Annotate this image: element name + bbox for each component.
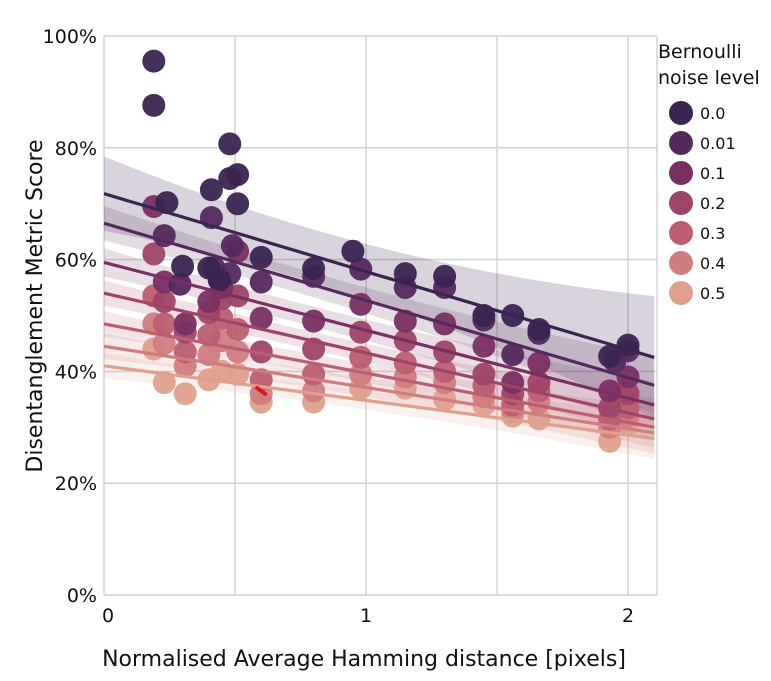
- fit-line-0.5: [103, 364, 655, 441]
- y-tick-label: 80%: [55, 138, 97, 160]
- legend-label-0.01: 0.01: [700, 134, 736, 153]
- point-0.0-14: [393, 262, 417, 286]
- x-tick-label: 2: [622, 605, 634, 627]
- fit-lines: [103, 192, 655, 441]
- point-0.0-1: [142, 93, 166, 117]
- point-0.01-1: [168, 272, 192, 296]
- point-0.1-13: [527, 351, 551, 375]
- fit-line-0.1: [103, 260, 655, 407]
- legend-swatch-0.01: [669, 131, 693, 155]
- point-0.0-13: [341, 239, 365, 263]
- point-0.01-6: [220, 234, 244, 258]
- fit-line-0.0: [103, 192, 655, 359]
- point-0.4-5: [226, 340, 250, 364]
- point-0.4-7: [302, 379, 326, 403]
- point-0.5-1: [152, 371, 176, 395]
- legend-title: Bernoulli: [658, 41, 742, 63]
- point-0.0-12: [302, 257, 326, 281]
- y-tick-label: 100%: [43, 26, 97, 48]
- point-0.3-1: [152, 312, 176, 336]
- tick-labels: 0% 20% 40% 60% 80% 100% 0 1 2: [43, 26, 634, 627]
- legend-label-0.4: 0.4: [700, 254, 725, 273]
- point-0.4-8: [349, 362, 373, 386]
- point-0.0-2: [155, 191, 179, 215]
- point-0.0-8: [171, 254, 195, 278]
- point-0.5-2: [173, 382, 197, 406]
- y-axis-label: Disentanglement Metric Score: [23, 139, 48, 472]
- fit-line-0.01: [103, 221, 655, 387]
- legend-swatch-0.2: [669, 191, 693, 215]
- point-0.0-15: [433, 264, 457, 288]
- y-tick-label: 20%: [55, 473, 97, 495]
- legend-label-0.5: 0.5: [700, 284, 725, 303]
- legend-title: noise level: [658, 67, 760, 89]
- legend-label-0.0: 0.0: [700, 104, 725, 123]
- y-tick-label: 40%: [55, 361, 97, 383]
- legend-swatch-0.4: [669, 251, 693, 275]
- legend-label-0.2: 0.2: [700, 194, 725, 213]
- point-0.2-0: [142, 242, 166, 266]
- point-0.0-6: [218, 167, 242, 191]
- y-tick-label: 60%: [55, 250, 97, 272]
- point-0.1-6: [249, 306, 273, 330]
- legend-swatch-0.5: [669, 281, 693, 305]
- annotation: [255, 385, 268, 396]
- legend-swatch-0.1: [669, 161, 693, 185]
- point-0.0-3: [199, 178, 223, 202]
- point-0.0-19: [598, 344, 622, 368]
- fit-line-0.4: [103, 344, 655, 435]
- legend: Bernoulli noise level 0.0 0.01 0.1 0.2 0.3 0.4 0…: [658, 41, 760, 305]
- x-axis-label: Normalised Average Hamming distance [pix…: [102, 647, 626, 672]
- point-0.0-7: [226, 192, 250, 216]
- x-tick-label: 1: [360, 605, 372, 627]
- point-0.01-7: [249, 270, 273, 294]
- x-tick-label: 0: [102, 605, 114, 627]
- point-0.01-13: [501, 343, 525, 367]
- point-0.1-12: [501, 371, 525, 395]
- legend-label-0.1: 0.1: [700, 164, 725, 183]
- legend-swatch-0.3: [669, 221, 693, 245]
- fit-line-0.2: [103, 291, 655, 421]
- legend-label-0.3: 0.3: [700, 224, 725, 243]
- point-0.0-0: [142, 49, 166, 73]
- point-0.1-2: [173, 312, 197, 336]
- point-0.1-11: [472, 334, 496, 358]
- point-0.0-10: [207, 268, 231, 292]
- point-0.3-3: [197, 323, 221, 347]
- point-0.0-11: [249, 245, 273, 269]
- grid: [103, 35, 658, 596]
- point-0.0-4: [218, 132, 242, 156]
- legend-swatch-0.0: [669, 101, 693, 125]
- fit-line-0.3: [103, 322, 655, 429]
- y-tick-label: 0%: [67, 585, 97, 607]
- red-mark: [255, 385, 268, 396]
- point-0.1-14: [598, 379, 622, 403]
